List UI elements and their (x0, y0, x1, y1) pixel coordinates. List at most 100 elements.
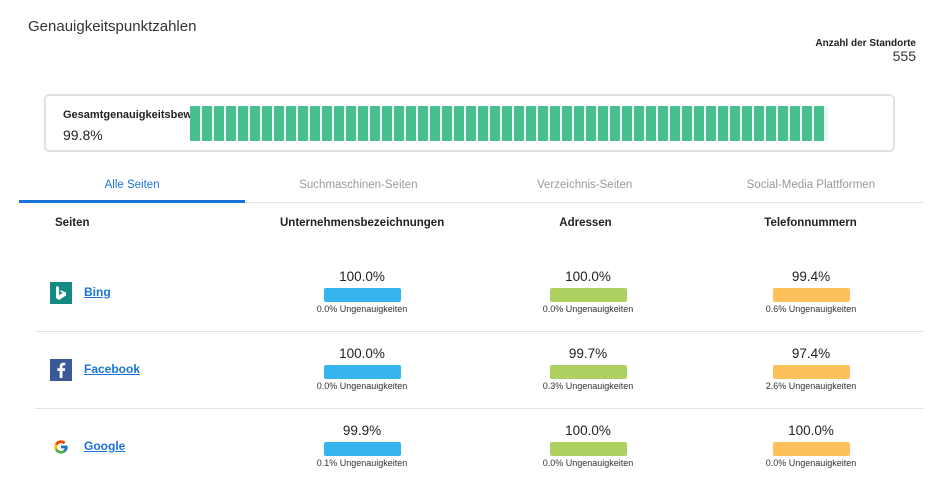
progress-segment (406, 106, 416, 141)
metric-bar (323, 288, 401, 302)
progress-segment (430, 106, 440, 141)
progress-segment (646, 106, 656, 141)
metric-value: 100.0% (565, 269, 611, 284)
progress-segment (670, 106, 680, 141)
progress-segment (214, 106, 224, 141)
column-header-addresses: Adressen (559, 217, 612, 229)
progress-segment (514, 106, 524, 141)
metric-phone: 97.4% 2.6% Ungenauigkeiten (751, 346, 871, 391)
progress-segment (202, 106, 212, 141)
metric-value: 100.0% (339, 269, 385, 284)
progress-segment (778, 106, 788, 141)
progress-segment (226, 106, 236, 141)
progress-segment (382, 106, 392, 141)
progress-segment (346, 106, 356, 141)
tab-search-engines[interactable]: Suchmaschinen-Seiten (299, 179, 418, 191)
progress-segment (634, 106, 644, 141)
metric-inaccuracy: 0.1% Ungenauigkeiten (316, 458, 408, 468)
metric-bar (772, 288, 850, 302)
site-link-google[interactable]: Google (84, 439, 126, 453)
metric-value: 99.4% (791, 269, 831, 284)
metric-inaccuracy: 0.0% Ungenauigkeiten (316, 381, 408, 391)
tab-all-sites[interactable]: Alle Seiten (19, 170, 246, 203)
progress-segment (586, 106, 596, 141)
progress-segment (286, 106, 296, 141)
progress-segment (550, 106, 560, 141)
metric-inaccuracy: 0.0% Ungenauigkeiten (542, 458, 634, 468)
progress-segment (610, 106, 620, 141)
progress-segment (394, 106, 404, 141)
progress-segment (526, 106, 536, 141)
google-icon (50, 436, 72, 458)
metric-value: 99.7% (568, 346, 608, 361)
metric-bar (549, 365, 627, 379)
progress-segment (502, 106, 512, 141)
progress-segment (238, 106, 248, 141)
progress-segment (718, 106, 728, 141)
table-header: Seiten Unternehmensbezeichnungen Adresse… (0, 217, 940, 233)
progress-segment (274, 106, 284, 141)
metric-phone: 99.4% 0.6% Ungenauigkeiten (751, 269, 871, 314)
overall-score-bar-fill (190, 106, 826, 141)
metric-value: 97.4% (791, 346, 831, 361)
progress-segment (622, 106, 632, 141)
metric-bar (772, 442, 850, 456)
metric-inaccuracy: 0.0% Ungenauigkeiten (765, 458, 857, 468)
progress-segment (190, 106, 200, 141)
metric-address: 99.7% 0.3% Ungenauigkeiten (528, 346, 648, 391)
page-title: Genauigkeitspunktzahlen (28, 18, 197, 35)
metric-bar (323, 365, 401, 379)
metric-value: 100.0% (565, 423, 611, 438)
metric-address: 100.0% 0.0% Ungenauigkeiten (528, 269, 648, 314)
metric-inaccuracy: 0.0% Ungenauigkeiten (542, 304, 634, 314)
progress-segment (706, 106, 716, 141)
progress-segment (478, 106, 488, 141)
progress-segment (334, 106, 344, 141)
metric-value: 99.9% (342, 423, 382, 438)
tab-social-media[interactable]: Social-Media Plattformen (746, 179, 876, 191)
metric-address: 100.0% 0.0% Ungenauigkeiten (528, 423, 648, 468)
column-header-phone-numbers: Telefonnummern (764, 217, 857, 229)
progress-segment (250, 106, 260, 141)
tab-bar: Alle Seiten Suchmaschinen-Seiten Verzeic… (19, 170, 924, 203)
metric-value: 100.0% (339, 346, 385, 361)
progress-segment (814, 106, 824, 141)
metric-bar (772, 365, 850, 379)
locations-summary: Anzahl der Standorte 555 (815, 38, 916, 63)
overall-score-card: Gesamtgenauigkeitsbewertung 99.8% (44, 94, 895, 152)
site-link-bing[interactable]: Bing (84, 285, 111, 299)
table-row: Bing 100.0% 0.0% Ungenauigkeiten 100.0% … (35, 254, 924, 332)
site-link-facebook[interactable]: Facebook (84, 362, 141, 376)
progress-segment (790, 106, 800, 141)
progress-segment (562, 106, 572, 141)
metric-business-name: 100.0% 0.0% Ungenauigkeiten (302, 346, 422, 391)
progress-segment (418, 106, 428, 141)
metric-bar (323, 442, 401, 456)
progress-segment (730, 106, 740, 141)
metric-bar (549, 288, 627, 302)
progress-segment (598, 106, 608, 141)
metric-inaccuracy: 0.6% Ungenauigkeiten (765, 304, 857, 314)
metric-inaccuracy: 2.6% Ungenauigkeiten (765, 381, 857, 391)
bing-icon (50, 282, 72, 304)
metric-business-name: 99.9% 0.1% Ungenauigkeiten (302, 423, 422, 468)
progress-segment (370, 106, 380, 141)
metric-inaccuracy: 0.0% Ungenauigkeiten (316, 304, 408, 314)
progress-segment (442, 106, 452, 141)
progress-segment (694, 106, 704, 141)
progress-segment (466, 106, 476, 141)
metric-business-name: 100.0% 0.0% Ungenauigkeiten (302, 269, 422, 314)
progress-segment (310, 106, 320, 141)
progress-segment (574, 106, 584, 141)
locations-count: 555 (892, 48, 916, 64)
progress-segment (766, 106, 776, 141)
column-header-business-names: Unternehmensbezeichnungen (280, 217, 445, 229)
metric-phone: 100.0% 0.0% Ungenauigkeiten (751, 423, 871, 468)
progress-segment (802, 106, 812, 141)
overall-score-bar (190, 106, 828, 141)
table-row: Google 99.9% 0.1% Ungenauigkeiten 100.0%… (35, 408, 924, 485)
progress-segment (742, 106, 752, 141)
tab-directories[interactable]: Verzeichnis-Seiten (537, 179, 633, 191)
column-header-sites: Seiten (55, 217, 90, 229)
table-row: Facebook 100.0% 0.0% Ungenauigkeiten 99.… (35, 331, 924, 409)
